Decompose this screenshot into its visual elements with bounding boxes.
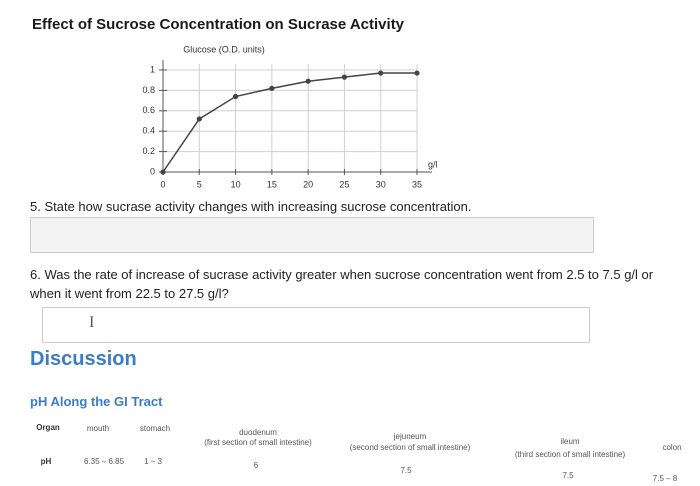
- y-tick-label: 0.6: [142, 105, 155, 115]
- text-cursor: I: [89, 314, 95, 331]
- data-point: [160, 169, 166, 175]
- x-tick-label: 35: [412, 179, 422, 189]
- y-axis-label: Glucose (O.D. units): [183, 44, 265, 54]
- subheading: pH Along the GI Tract: [30, 394, 163, 409]
- y-tick-label: 0.4: [142, 126, 155, 136]
- x-tick-label: 0: [160, 179, 165, 189]
- column-note: (first section of small intestine): [204, 438, 312, 447]
- column-header: duodenum: [239, 428, 277, 437]
- data-line: [162, 72, 417, 173]
- x-tick-label: 25: [339, 179, 349, 189]
- column-header: stomach: [139, 424, 171, 433]
- table-cell: 6.35 – 6.85: [83, 457, 125, 466]
- data-point: [378, 70, 384, 76]
- x-tick-label: 10: [231, 179, 241, 189]
- chart: Glucose (O.D. units)00.20.40.60.810 5 10 15…: [142, 44, 438, 189]
- column-header: Organ: [36, 423, 60, 432]
- x-tick-label: 5: [197, 179, 202, 189]
- y-tick-label: 0.2: [142, 146, 155, 156]
- question-6: 6. Was the rate of increase of sucrase a…: [30, 267, 654, 301]
- x-tick-label: 15: [267, 179, 277, 189]
- table-cell: 7.5 – 8: [652, 474, 678, 483]
- chart-title: Effect of Sucrose Concentration on Sucra…: [32, 16, 405, 33]
- table-cell: 7.5: [562, 471, 574, 480]
- table-cell: 6: [253, 461, 259, 470]
- x-axis-label: g/l: [428, 159, 438, 169]
- section-heading: Discussion: [30, 348, 137, 370]
- data-point: [196, 116, 202, 122]
- y-tick-label: 0: [150, 166, 155, 176]
- table-cell: pH: [40, 457, 52, 466]
- table-cell: 1 – 3: [144, 457, 162, 466]
- column-header: mouth: [86, 424, 110, 433]
- y-tick-label: 1: [150, 64, 155, 74]
- data-point: [232, 93, 239, 100]
- data-point: [414, 70, 420, 76]
- column-header: colon: [662, 443, 682, 452]
- data-point: [305, 78, 311, 84]
- table-cell: 7.5: [400, 466, 412, 475]
- column-note: (third section of small intestine): [514, 450, 626, 459]
- answer-box-6[interactable]: I: [42, 307, 590, 343]
- y-tick-label: 0.8: [142, 85, 155, 95]
- answer-box-5[interactable]: [30, 217, 594, 253]
- data-point: [269, 85, 275, 91]
- column-header: jejuneum: [393, 432, 427, 441]
- data-point: [341, 74, 348, 80]
- x-tick-label: 30: [376, 179, 386, 189]
- question-5: 5. State how sucrase activity changes wi…: [30, 199, 472, 214]
- x-tick-label: 20: [303, 179, 313, 189]
- column-header: ileum: [560, 437, 580, 446]
- column-note: (second section of small intestine): [349, 443, 471, 452]
